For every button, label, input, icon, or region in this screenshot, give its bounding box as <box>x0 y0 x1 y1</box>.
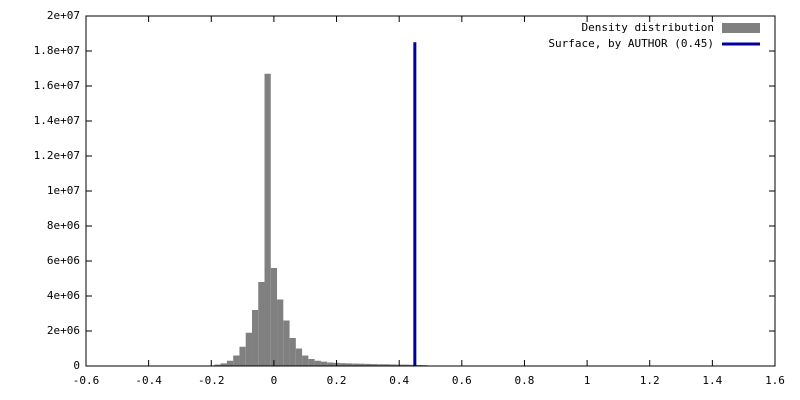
bar <box>377 364 384 366</box>
x-tick-label: 0.8 <box>515 374 535 387</box>
x-tick-label: 0.4 <box>389 374 409 387</box>
bar <box>226 360 234 366</box>
bar <box>408 364 415 366</box>
x-tick-label: 0 <box>271 374 278 387</box>
legend-label: Density distribution <box>582 21 714 34</box>
y-tick-label: 4e+06 <box>47 289 80 302</box>
bar <box>352 363 359 366</box>
y-tick-label: 1.8e+07 <box>34 44 80 57</box>
bar <box>283 320 290 366</box>
bar <box>314 360 321 366</box>
bar <box>258 282 265 366</box>
x-tick-label: -0.4 <box>135 374 162 387</box>
x-tick-label: 1.6 <box>765 374 785 387</box>
x-tick-label: 1.4 <box>702 374 722 387</box>
bar <box>214 364 221 366</box>
legend-label: Surface, by AUTHOR (0.45) <box>548 37 714 50</box>
bar <box>220 363 227 366</box>
bar <box>320 361 328 366</box>
y-tick-label: 1.6e+07 <box>34 79 80 92</box>
x-tick-label: 0.2 <box>327 374 347 387</box>
y-tick-label: 1.2e+07 <box>34 149 80 162</box>
legend-swatch <box>722 23 760 33</box>
x-tick-label: 0.6 <box>452 374 472 387</box>
y-tick-label: 2e+07 <box>47 9 80 22</box>
bar <box>233 355 240 366</box>
x-tick-label: 1.2 <box>640 374 660 387</box>
y-tick-label: 2e+06 <box>47 324 80 337</box>
bar <box>264 73 271 366</box>
bar <box>251 310 259 366</box>
bar <box>295 348 303 366</box>
x-tick-label: -0.6 <box>73 374 100 387</box>
bar <box>358 363 365 366</box>
y-tick-label: 6e+06 <box>47 254 80 267</box>
bar <box>339 363 346 366</box>
y-tick-label: 1.4e+07 <box>34 114 80 127</box>
bar <box>364 363 371 366</box>
bar <box>245 332 252 366</box>
plot-frame <box>85 15 776 367</box>
bar <box>239 346 246 366</box>
bar <box>370 364 378 366</box>
y-tick-label: 0 <box>73 359 80 372</box>
bar <box>327 362 334 366</box>
bar <box>289 338 296 366</box>
bar <box>302 355 309 366</box>
bar <box>277 299 284 366</box>
bar <box>402 364 409 366</box>
x-tick-label: 1 <box>584 374 591 387</box>
y-tick-label: 1e+07 <box>47 184 80 197</box>
y-tick-label: 8e+06 <box>47 219 80 232</box>
bar <box>345 363 353 366</box>
bar <box>308 359 315 366</box>
bar <box>383 364 390 366</box>
x-tick-label: -0.2 <box>198 374 225 387</box>
bar <box>270 268 278 366</box>
bar <box>414 364 422 366</box>
bar <box>389 364 397 366</box>
